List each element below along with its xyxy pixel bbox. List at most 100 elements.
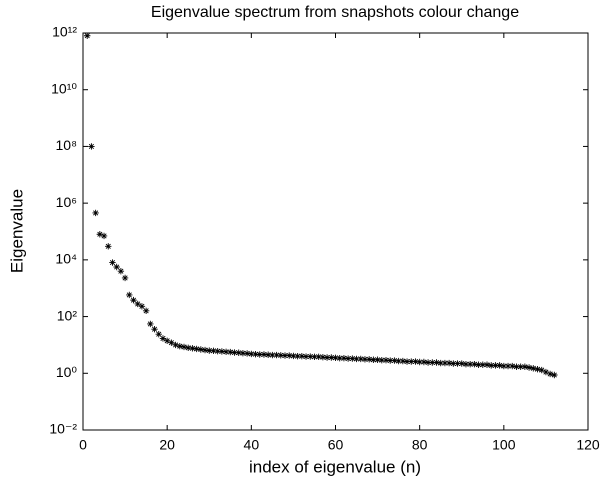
marker <box>530 365 537 372</box>
marker <box>332 354 339 362</box>
marker <box>357 355 364 363</box>
marker <box>201 346 209 354</box>
y-tick-label: 10⁶ <box>56 194 77 210</box>
marker <box>105 243 112 250</box>
y-axis-label: Eigenvalue <box>7 189 26 273</box>
marker <box>471 360 478 368</box>
marker <box>227 348 234 356</box>
marker <box>365 356 373 363</box>
marker <box>100 232 108 240</box>
marker <box>134 300 141 308</box>
marker <box>84 32 91 39</box>
x-tick-label: 80 <box>412 437 428 453</box>
marker <box>88 143 95 150</box>
marker <box>349 355 356 362</box>
x-tick-label: 20 <box>159 437 175 453</box>
y-tick-label: 10⁴ <box>55 251 77 267</box>
marker <box>210 347 217 355</box>
marker <box>420 358 428 366</box>
marker <box>500 362 508 370</box>
x-tick-label: 60 <box>328 437 344 453</box>
marker <box>387 357 394 364</box>
marker <box>176 343 183 350</box>
marker <box>488 362 495 369</box>
y-tick-label: 10⁰ <box>56 364 78 380</box>
chart-title: Eigenvalue spectrum from snapshots colou… <box>151 4 519 21</box>
marker <box>521 363 529 370</box>
marker <box>408 358 415 365</box>
marker <box>302 353 310 360</box>
marker <box>454 360 461 367</box>
marker <box>121 274 129 282</box>
marker <box>180 343 188 351</box>
marker <box>117 267 125 275</box>
marker <box>370 356 377 363</box>
marker <box>260 351 268 358</box>
marker <box>172 341 179 349</box>
marker <box>525 364 533 371</box>
marker <box>222 348 230 356</box>
marker <box>433 359 440 366</box>
marker <box>264 351 272 358</box>
marker <box>277 352 284 359</box>
marker <box>496 362 503 369</box>
marker <box>361 356 369 363</box>
marker <box>151 325 158 333</box>
marker <box>218 348 226 355</box>
marker <box>248 350 255 358</box>
marker <box>315 353 322 361</box>
marker <box>319 353 327 361</box>
marker <box>243 350 251 357</box>
marker <box>353 355 360 363</box>
marker <box>163 337 171 344</box>
marker <box>509 362 516 370</box>
marker <box>142 307 150 314</box>
marker <box>252 351 259 358</box>
marker <box>155 330 162 338</box>
marker <box>273 351 280 359</box>
marker <box>504 362 512 370</box>
marker <box>294 353 301 360</box>
marker <box>336 355 343 362</box>
marker <box>235 349 242 356</box>
marker <box>483 361 491 368</box>
marker <box>374 356 381 363</box>
marker <box>416 358 423 366</box>
marker <box>424 359 432 366</box>
plot-frame <box>82 32 589 431</box>
marker <box>185 344 192 352</box>
x-axis-label: index of eigenvalue (n) <box>249 457 421 476</box>
marker <box>517 363 524 370</box>
marker <box>340 355 348 362</box>
marker <box>113 263 120 271</box>
marker <box>412 358 419 365</box>
marker <box>189 345 196 352</box>
marker <box>441 359 449 367</box>
marker <box>96 231 104 238</box>
y-tick-label: 10¹⁰ <box>51 80 77 96</box>
marker <box>130 296 137 304</box>
marker <box>479 361 486 368</box>
marker <box>551 371 558 379</box>
y-tick-label: 10² <box>57 307 78 323</box>
marker <box>328 354 335 361</box>
marker <box>269 351 276 359</box>
marker <box>475 361 482 368</box>
y-tick-label: 10⁸ <box>56 137 78 153</box>
marker <box>239 350 247 357</box>
marker <box>193 345 200 353</box>
marker <box>126 291 133 299</box>
marker <box>450 360 457 367</box>
x-tick-label: 120 <box>576 437 600 453</box>
marker <box>168 339 175 346</box>
marker <box>307 353 314 360</box>
marker <box>542 368 550 376</box>
x-tick-label: 100 <box>492 437 516 453</box>
marker <box>382 356 390 364</box>
x-tick-label: 0 <box>79 437 87 453</box>
marker <box>513 363 520 370</box>
marker <box>109 259 116 266</box>
marker <box>458 360 465 367</box>
y-tick-label: 10¹² <box>52 24 77 40</box>
